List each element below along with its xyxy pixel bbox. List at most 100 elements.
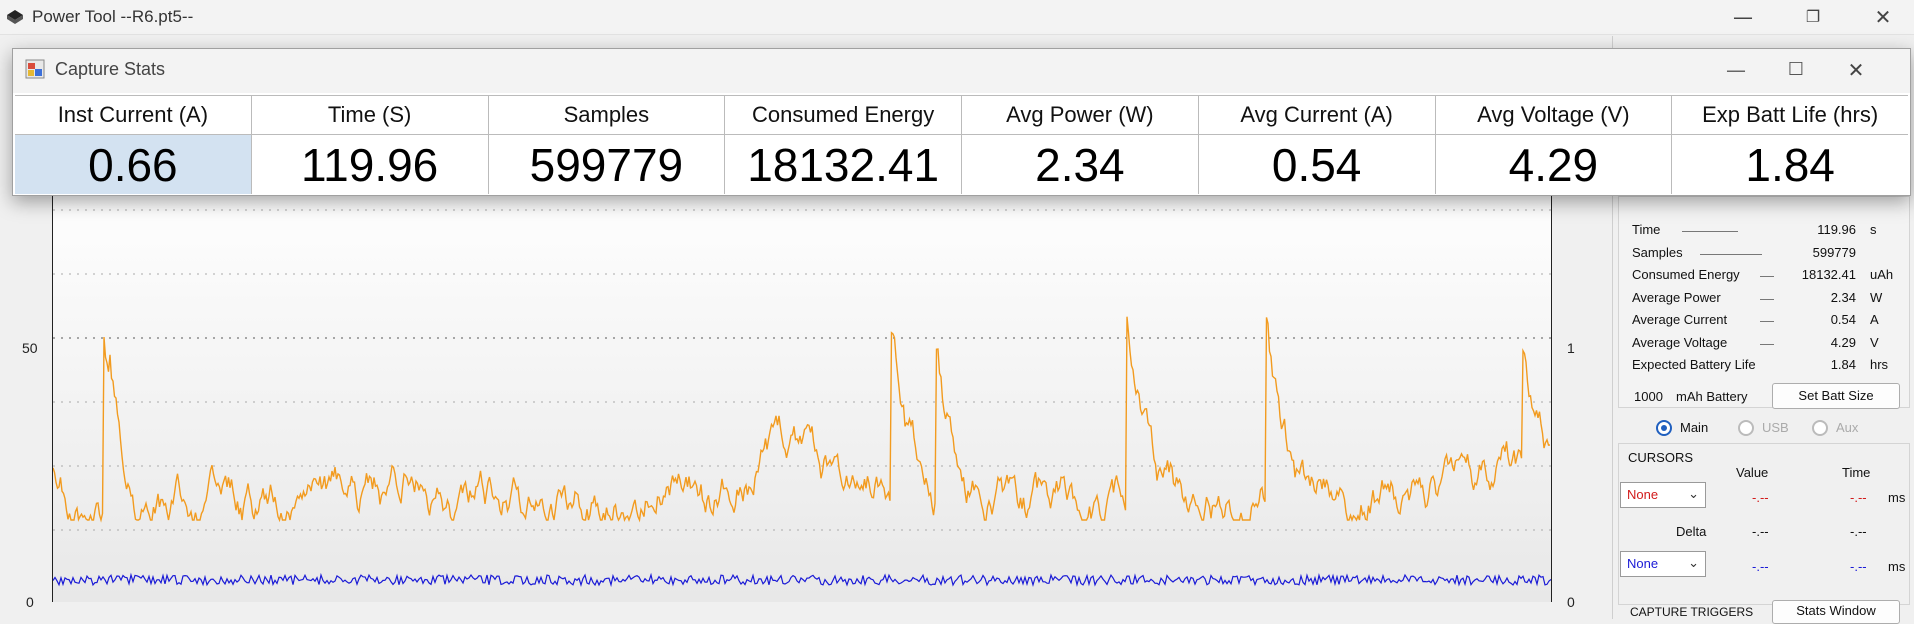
delta-label: Delta — [1676, 524, 1707, 539]
chevron-down-icon: ⌄ — [1688, 486, 1699, 501]
right-axis-tick-1: 1 — [1567, 340, 1575, 356]
dialog-maximize-button[interactable]: ☐ — [1787, 59, 1805, 80]
channel-usb-label: USB — [1762, 420, 1789, 435]
cursor-value-header: Value — [1736, 465, 1769, 480]
side-stat-label: Average Power — [1632, 289, 1721, 305]
cursor2-select-value: None — [1627, 556, 1659, 571]
stat-value[interactable]: 18132.41 — [747, 138, 940, 191]
channel-aux-label: Aux — [1836, 420, 1859, 435]
stat-value[interactable]: 0.66 — [15, 135, 251, 194]
cursor-time-header: Time — [1842, 465, 1871, 480]
stat-column: Avg Power (W) 2.34 — [962, 96, 1199, 194]
side-stat-leader-line — [1700, 253, 1762, 255]
side-stat-label: Consumed Energy — [1632, 267, 1740, 282]
side-stat-value: 2.34 — [1830, 289, 1856, 305]
cursor1-select[interactable]: None ⌄ — [1620, 482, 1706, 508]
side-stat-value: 119.96 — [1817, 222, 1856, 237]
dialog-title-bar: Capture Stats — ☐ ✕ — [13, 49, 1910, 93]
side-stat-unit: hrs — [1870, 357, 1889, 372]
side-stat-row: Average Voltage 4.29 V — [1612, 335, 1914, 358]
stats-table: Inst Current (A) 0.66 Time (S) 119.96 Sample… — [15, 95, 1908, 194]
stat-column: Inst Current (A) 0.66 — [15, 96, 252, 194]
cursor2-time: -.-- — [1850, 559, 1867, 574]
dialog-minimize-button[interactable]: — — [1726, 58, 1746, 82]
stat-header: Samples — [488, 96, 725, 135]
waveform-plot — [53, 209, 1551, 588]
restore-button[interactable]: ❐ — [1805, 7, 1821, 26]
side-stat-label: Time — [1632, 222, 1661, 237]
stat-value[interactable]: 4.29 — [1508, 138, 1599, 191]
side-stat-leader-line — [1682, 231, 1738, 232]
side-stat-value: 0.54 — [1830, 312, 1856, 327]
side-stat-label: Samples — [1632, 244, 1683, 260]
chevron-down-icon: ⌄ — [1688, 555, 1699, 570]
cursor1-time: -.-- — [1850, 490, 1867, 505]
app-icon — [7, 10, 23, 24]
side-stat-label: Expected Battery Life — [1632, 357, 1756, 372]
side-stat-unit: V — [1870, 334, 1879, 350]
side-stat-leader-line — [1760, 321, 1774, 322]
stat-header: Avg Current (A) — [1198, 96, 1435, 135]
dialog-close-button[interactable]: ✕ — [1847, 58, 1865, 82]
main-current-trace — [53, 316, 1551, 523]
side-stat-value: 4.29 — [1830, 334, 1856, 350]
stat-header: Consumed Energy — [725, 96, 961, 135]
cursor1-select-value: None — [1627, 487, 1659, 502]
delta-value: -.-- — [1752, 524, 1769, 539]
battery-capacity: 1000 — [1634, 389, 1663, 404]
side-stat-value: 18132.41 — [1801, 267, 1856, 282]
stat-header: Time (S) — [251, 96, 488, 135]
cursor1-value: -.-- — [1752, 490, 1769, 505]
left-axis-tick-0: 0 — [26, 594, 34, 610]
stat-header: Avg Voltage (V) — [1435, 96, 1672, 135]
cursor2-value: -.-- — [1752, 559, 1769, 574]
channel-main-label: Main — [1680, 420, 1709, 435]
stat-value[interactable]: 0.54 — [1271, 138, 1362, 191]
delta-time: -.-- — [1850, 524, 1867, 539]
side-stats-list: Time 119.96 s Samples 599779 Consumed Energy 1… — [1612, 222, 1914, 380]
cursor1-unit: ms — [1888, 490, 1906, 505]
side-stat-unit: W — [1870, 289, 1883, 305]
dialog-title: Capture Stats — [55, 59, 166, 79]
stat-value[interactable]: 2.34 — [1035, 138, 1125, 191]
usb-radio-dot — [1738, 420, 1754, 436]
cursor2-unit: ms — [1888, 559, 1906, 574]
side-stat-unit: s — [1870, 222, 1877, 237]
side-stat-unit: A — [1870, 312, 1879, 327]
cursor2-select[interactable]: None ⌄ — [1620, 551, 1706, 577]
side-stat-value: 599779 — [1812, 244, 1856, 260]
side-stat-label: Average Voltage — [1632, 334, 1728, 350]
side-stat-row: Average Power 2.34 W — [1612, 290, 1914, 313]
cursors-title: CURSORS — [1628, 450, 1694, 465]
capture-stats-group — [1618, 196, 1910, 408]
stat-column: Time (S) 119.96 — [251, 96, 489, 194]
side-stat-value: 1.84 — [1830, 357, 1856, 372]
stat-column: Avg Voltage (V) 4.29 — [1435, 96, 1673, 194]
side-stat-row: Consumed Energy 18132.41 uAh — [1612, 267, 1914, 290]
side-stat-leader-line — [1760, 343, 1774, 345]
capture-triggers-title: CAPTURE TRIGGERS — [1630, 605, 1754, 619]
side-stat-label: Average Current — [1632, 312, 1728, 327]
stats-window-button[interactable]: Stats Window — [1772, 600, 1900, 624]
stat-value[interactable]: 1.84 — [1745, 138, 1835, 191]
aux-radio-dot — [1812, 420, 1828, 436]
side-stat-row: Time 119.96 s — [1612, 222, 1914, 245]
main-radio-dot — [1656, 420, 1672, 436]
stat-column: Consumed Energy 18132.41 — [725, 96, 962, 194]
battery-unit-label: mAh Battery — [1676, 389, 1748, 404]
stat-header: Avg Power (W) — [962, 96, 1198, 135]
stat-column: Avg Current (A) 0.54 — [1198, 96, 1436, 194]
minimize-button[interactable]: — — [1733, 5, 1753, 29]
set-batt-size-button[interactable]: Set Batt Size — [1772, 383, 1900, 409]
main-title-bar: Power Tool --R6.pt5-- — ❐ ✕ — [0, 0, 1914, 35]
stat-header: Inst Current (A) — [15, 96, 251, 135]
close-button[interactable]: ✕ — [1874, 5, 1892, 29]
stat-value[interactable]: 599779 — [529, 138, 684, 191]
side-stat-row: Samples 599779 — [1612, 245, 1914, 268]
stat-value[interactable]: 119.96 — [300, 138, 439, 191]
stat-header: Exp Batt Life (hrs) — [1672, 96, 1908, 135]
stat-column: Exp Batt Life (hrs) 1.84 — [1672, 96, 1908, 194]
voltage-trace — [53, 572, 1551, 588]
side-stat-row: Average Current 0.54 A — [1612, 312, 1914, 335]
plot-area[interactable] — [52, 180, 1552, 602]
